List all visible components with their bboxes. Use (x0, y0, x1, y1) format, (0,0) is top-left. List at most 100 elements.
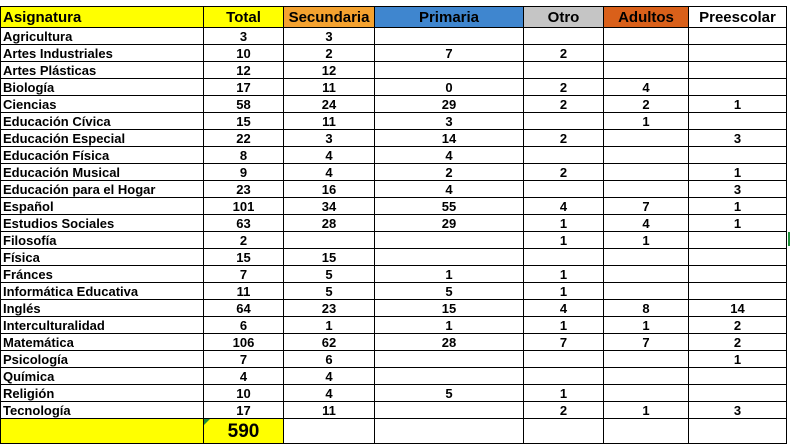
cell-adultos[interactable] (603, 163, 689, 181)
cell-preescolar[interactable]: 1 (688, 197, 787, 215)
cell-secundaria[interactable]: 6 (283, 350, 375, 368)
cell-secundaria[interactable]: 15 (283, 248, 375, 266)
cell-secundaria[interactable]: 5 (283, 282, 375, 300)
cell-primaria[interactable]: 1 (374, 265, 524, 283)
cell-preescolar[interactable]: 1 (688, 214, 787, 232)
cell-asignatura[interactable]: Artes Plásticas (0, 61, 204, 79)
cell-asignatura[interactable]: Agricultura (0, 27, 204, 45)
cell-primaria[interactable] (374, 27, 524, 45)
cell-preescolar[interactable]: 1 (688, 95, 787, 113)
cell-otro[interactable] (523, 146, 604, 164)
cell-preescolar[interactable] (688, 27, 787, 45)
cell-asignatura[interactable]: Fránces (0, 265, 204, 283)
cell-total[interactable]: 4 (203, 367, 284, 385)
cell-adultos[interactable]: 2 (603, 95, 689, 113)
cell-otro[interactable] (523, 27, 604, 45)
cell-asignatura[interactable]: Inglés (0, 299, 204, 317)
cell-primaria[interactable] (374, 367, 524, 385)
cell-primaria[interactable]: 28 (374, 333, 524, 351)
cell-asignatura[interactable]: Psicología (0, 350, 204, 368)
cell-primaria[interactable] (374, 248, 524, 266)
cell-primaria[interactable] (374, 61, 524, 79)
cell-total[interactable]: 58 (203, 95, 284, 113)
cell-total[interactable]: 15 (203, 248, 284, 266)
cell-adultos[interactable]: 7 (603, 197, 689, 215)
cell-preescolar[interactable] (688, 61, 787, 79)
cell-asignatura[interactable]: Educación Cívica (0, 112, 204, 130)
header-total[interactable]: Total (203, 6, 284, 28)
cell-adultos[interactable] (603, 350, 689, 368)
cell-adultos[interactable] (603, 367, 689, 385)
cell-otro[interactable] (523, 180, 604, 198)
cell-otro[interactable]: 1 (523, 282, 604, 300)
cell-otro[interactable]: 1 (523, 214, 604, 232)
header-asignatura[interactable]: Asignatura (0, 6, 204, 28)
cell-total[interactable]: 9 (203, 163, 284, 181)
cell-adultos[interactable]: 1 (603, 401, 689, 419)
cell-primaria[interactable]: 7 (374, 44, 524, 62)
cell-asignatura[interactable]: Interculturalidad (0, 316, 204, 334)
cell-adultos[interactable] (603, 180, 689, 198)
cell-total[interactable]: 8 (203, 146, 284, 164)
cell-adultos[interactable]: 4 (603, 78, 689, 96)
cell-adultos[interactable] (603, 265, 689, 283)
empty-cell[interactable] (523, 418, 604, 444)
cell-asignatura[interactable]: Educación Musical (0, 163, 204, 181)
cell-adultos[interactable]: 7 (603, 333, 689, 351)
cell-preescolar[interactable]: 1 (688, 163, 787, 181)
cell-adultos[interactable]: 1 (603, 231, 689, 249)
cell-adultos[interactable]: 1 (603, 316, 689, 334)
cell-total[interactable]: 106 (203, 333, 284, 351)
cell-preescolar[interactable] (688, 78, 787, 96)
cell-otro[interactable]: 1 (523, 265, 604, 283)
empty-cell[interactable] (603, 418, 689, 444)
cell-total[interactable]: 101 (203, 197, 284, 215)
cell-asignatura[interactable]: Educación para el Hogar (0, 180, 204, 198)
cell-adultos[interactable]: 8 (603, 299, 689, 317)
header-otro[interactable]: Otro (523, 6, 604, 28)
cell-total[interactable]: 11 (203, 282, 284, 300)
cell-total[interactable]: 7 (203, 265, 284, 283)
cell-secundaria[interactable]: 4 (283, 367, 375, 385)
cell-preescolar[interactable] (688, 367, 787, 385)
cell-otro[interactable] (523, 112, 604, 130)
empty-cell[interactable] (283, 418, 375, 444)
cell-asignatura[interactable]: Física (0, 248, 204, 266)
cell-adultos[interactable] (603, 27, 689, 45)
cell-otro[interactable] (523, 350, 604, 368)
cell-otro[interactable]: 2 (523, 78, 604, 96)
cell-asignatura[interactable]: Educación Física (0, 146, 204, 164)
header-primaria[interactable]: Primaria (374, 6, 524, 28)
cell-preescolar[interactable]: 3 (688, 401, 787, 419)
cell-total[interactable]: 17 (203, 401, 284, 419)
cell-total[interactable]: 64 (203, 299, 284, 317)
cell-preescolar[interactable] (688, 265, 787, 283)
cell-primaria[interactable]: 0 (374, 78, 524, 96)
cell-secundaria[interactable]: 12 (283, 61, 375, 79)
cell-preescolar[interactable] (688, 384, 787, 402)
cell-preescolar[interactable]: 2 (688, 316, 787, 334)
grand-total-label-cell[interactable] (0, 418, 204, 444)
cell-asignatura[interactable]: Matemática (0, 333, 204, 351)
cell-adultos[interactable] (603, 129, 689, 147)
cell-total[interactable]: 2 (203, 231, 284, 249)
cell-adultos[interactable] (603, 146, 689, 164)
cell-otro[interactable]: 2 (523, 401, 604, 419)
cell-asignatura[interactable]: Ciencias (0, 95, 204, 113)
cell-total[interactable]: 15 (203, 112, 284, 130)
cell-adultos[interactable]: 4 (603, 214, 689, 232)
cell-preescolar[interactable] (688, 146, 787, 164)
cell-secundaria[interactable]: 1 (283, 316, 375, 334)
cell-adultos[interactable] (603, 248, 689, 266)
cell-secundaria[interactable]: 28 (283, 214, 375, 232)
cell-primaria[interactable]: 29 (374, 95, 524, 113)
cell-total[interactable]: 22 (203, 129, 284, 147)
cell-preescolar[interactable]: 3 (688, 180, 787, 198)
cell-primaria[interactable]: 1 (374, 316, 524, 334)
cell-adultos[interactable] (603, 282, 689, 300)
grand-total-cell[interactable]: 590 (203, 418, 284, 444)
cell-total[interactable]: 63 (203, 214, 284, 232)
cell-asignatura[interactable]: Artes Industriales (0, 44, 204, 62)
cell-secundaria[interactable]: 62 (283, 333, 375, 351)
cell-secundaria[interactable]: 4 (283, 384, 375, 402)
